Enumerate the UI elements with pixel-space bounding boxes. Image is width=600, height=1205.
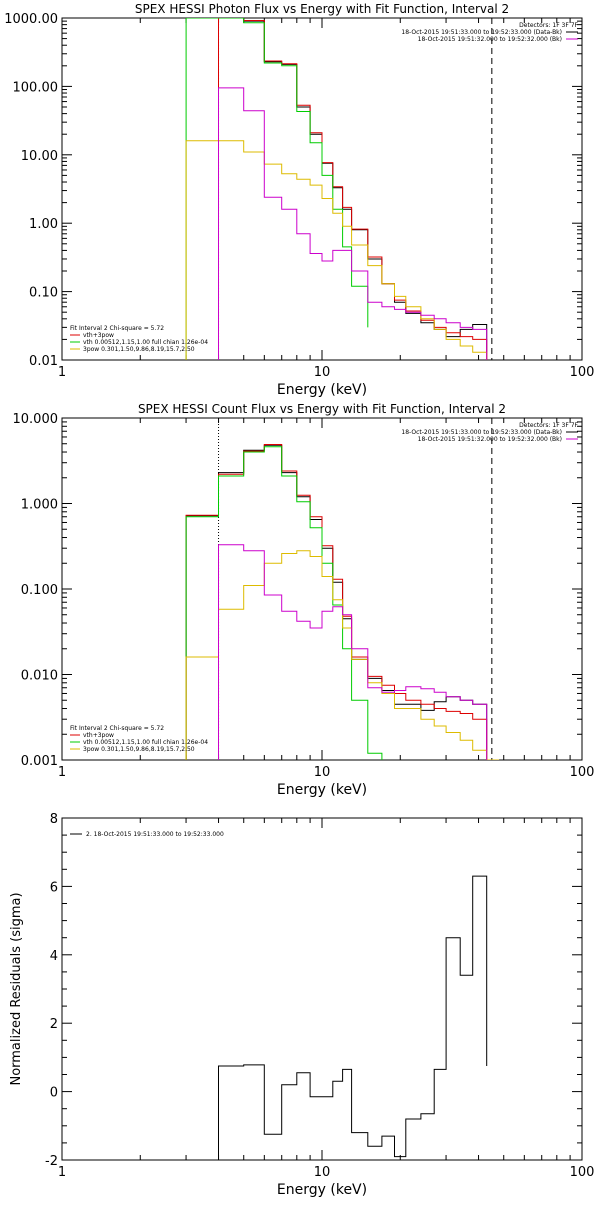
y-tick-label: 4 — [50, 949, 58, 964]
series-line — [185, 446, 383, 760]
legend-entry: 2. 18-Oct-2015 19:51:33.000 to 19:52:33.… — [86, 831, 224, 838]
x-axis-label: Energy (keV) — [277, 1182, 367, 1198]
y-axis-label: Normalized Residuals (sigma) — [9, 892, 24, 1085]
y-tick-label: 1.00 — [29, 217, 58, 232]
chart-panel-3: 1 10 100 -2 0 2 4 6 8 Energy (keV) Normalized Resi… — [9, 812, 594, 1198]
series-line — [218, 875, 488, 1160]
x-axis-label: Energy (keV) — [277, 782, 367, 798]
y-tick-label: 0.10 — [29, 286, 58, 301]
y-tick-label: 0.01 — [29, 354, 58, 369]
x-axis-label: Energy (keV) — [277, 382, 367, 398]
plot-frame — [61, 417, 583, 761]
legend-entry: vth 0.00512,1.15,1.00 full chian 1.26e-0… — [83, 739, 208, 746]
series-line — [218, 544, 488, 760]
y-tick-label: 1.000 — [21, 498, 58, 513]
series-line — [185, 140, 488, 360]
y-tick-label: 0.100 — [21, 583, 58, 598]
legend-entry: 18-Oct-2015 19:51:33.000 to 19:52:33.000… — [401, 29, 562, 36]
series-line — [185, 444, 488, 760]
x-tick-label: 100 — [570, 365, 595, 380]
y-tick-label: 0.010 — [21, 669, 58, 684]
legend-entry: 3pow 0.301,1.50,9.86,8.19,15.7,2.50 — [83, 746, 195, 753]
chart-title: SPEX HESSI Count Flux vs Energy with Fit… — [138, 402, 506, 416]
y-tick-label: 10.000 — [13, 412, 59, 427]
series-line — [185, 18, 369, 360]
y-tick-label: 0 — [50, 1086, 58, 1101]
legend-entry: vth 0.00512,1.15,1.00 full chian 1.26e-0… — [83, 339, 208, 346]
y-tick-label: 1000.00 — [4, 12, 58, 27]
legend-entry: 18-Oct-2015 19:51:33.000 to 19:52:33.000… — [401, 429, 562, 436]
series-line — [185, 444, 488, 760]
y-tick-label: 100.00 — [13, 80, 59, 95]
y-tick-label: -2 — [45, 1154, 58, 1169]
y-tick-label: 6 — [50, 880, 58, 895]
x-tick-label: 100 — [570, 765, 595, 780]
y-tick-label: 0.001 — [21, 754, 58, 769]
x-tick-label: 10 — [314, 765, 331, 780]
chart-title: SPEX HESSI Photon Flux vs Energy with Fi… — [135, 2, 509, 16]
detectors-label: Detectors: 1F 3F 7F — [519, 422, 578, 429]
x-tick-label: 10 — [314, 365, 331, 380]
x-tick-label: 1 — [58, 765, 66, 780]
chart-panel-1: SPEX HESSI Photon Flux vs Energy with Fi… — [4, 2, 594, 398]
x-tick-label: 1 — [58, 1165, 66, 1180]
y-tick-label: 10.00 — [21, 149, 58, 164]
legend-entry: vth+3pow — [83, 332, 114, 339]
series-line — [218, 18, 488, 360]
x-tick-label: 100 — [570, 1165, 595, 1180]
x-tick-label: 1 — [58, 365, 66, 380]
fit-interval-label: Fit Interval 2 Chi-square = 5.72 — [70, 725, 164, 732]
legend-entry: 18-Oct-2015 19:51:32.000 to 19:52:32.000… — [418, 436, 562, 443]
legend-entry: 18-Oct-2015 19:51:32.000 to 19:52:32.000… — [418, 36, 562, 43]
series-line — [218, 87, 488, 360]
detectors-label: Detectors: 1F 3F 7F — [519, 22, 578, 29]
plot-frame — [61, 817, 583, 1161]
legend-entry: 3pow 0.301,1.50,9.86,8.19,15.7,2.50 — [83, 346, 195, 353]
fit-interval-label: Fit Interval 2 Chi-square = 5.72 — [70, 325, 164, 332]
series-line — [218, 18, 488, 360]
chart-panel-2: SPEX HESSI Count Flux vs Energy with Fit… — [13, 402, 595, 798]
x-tick-label: 10 — [314, 1165, 331, 1180]
legend-entry: vth+3pow — [83, 732, 114, 739]
y-tick-label: 8 — [50, 812, 58, 827]
y-tick-label: 2 — [50, 1017, 58, 1032]
